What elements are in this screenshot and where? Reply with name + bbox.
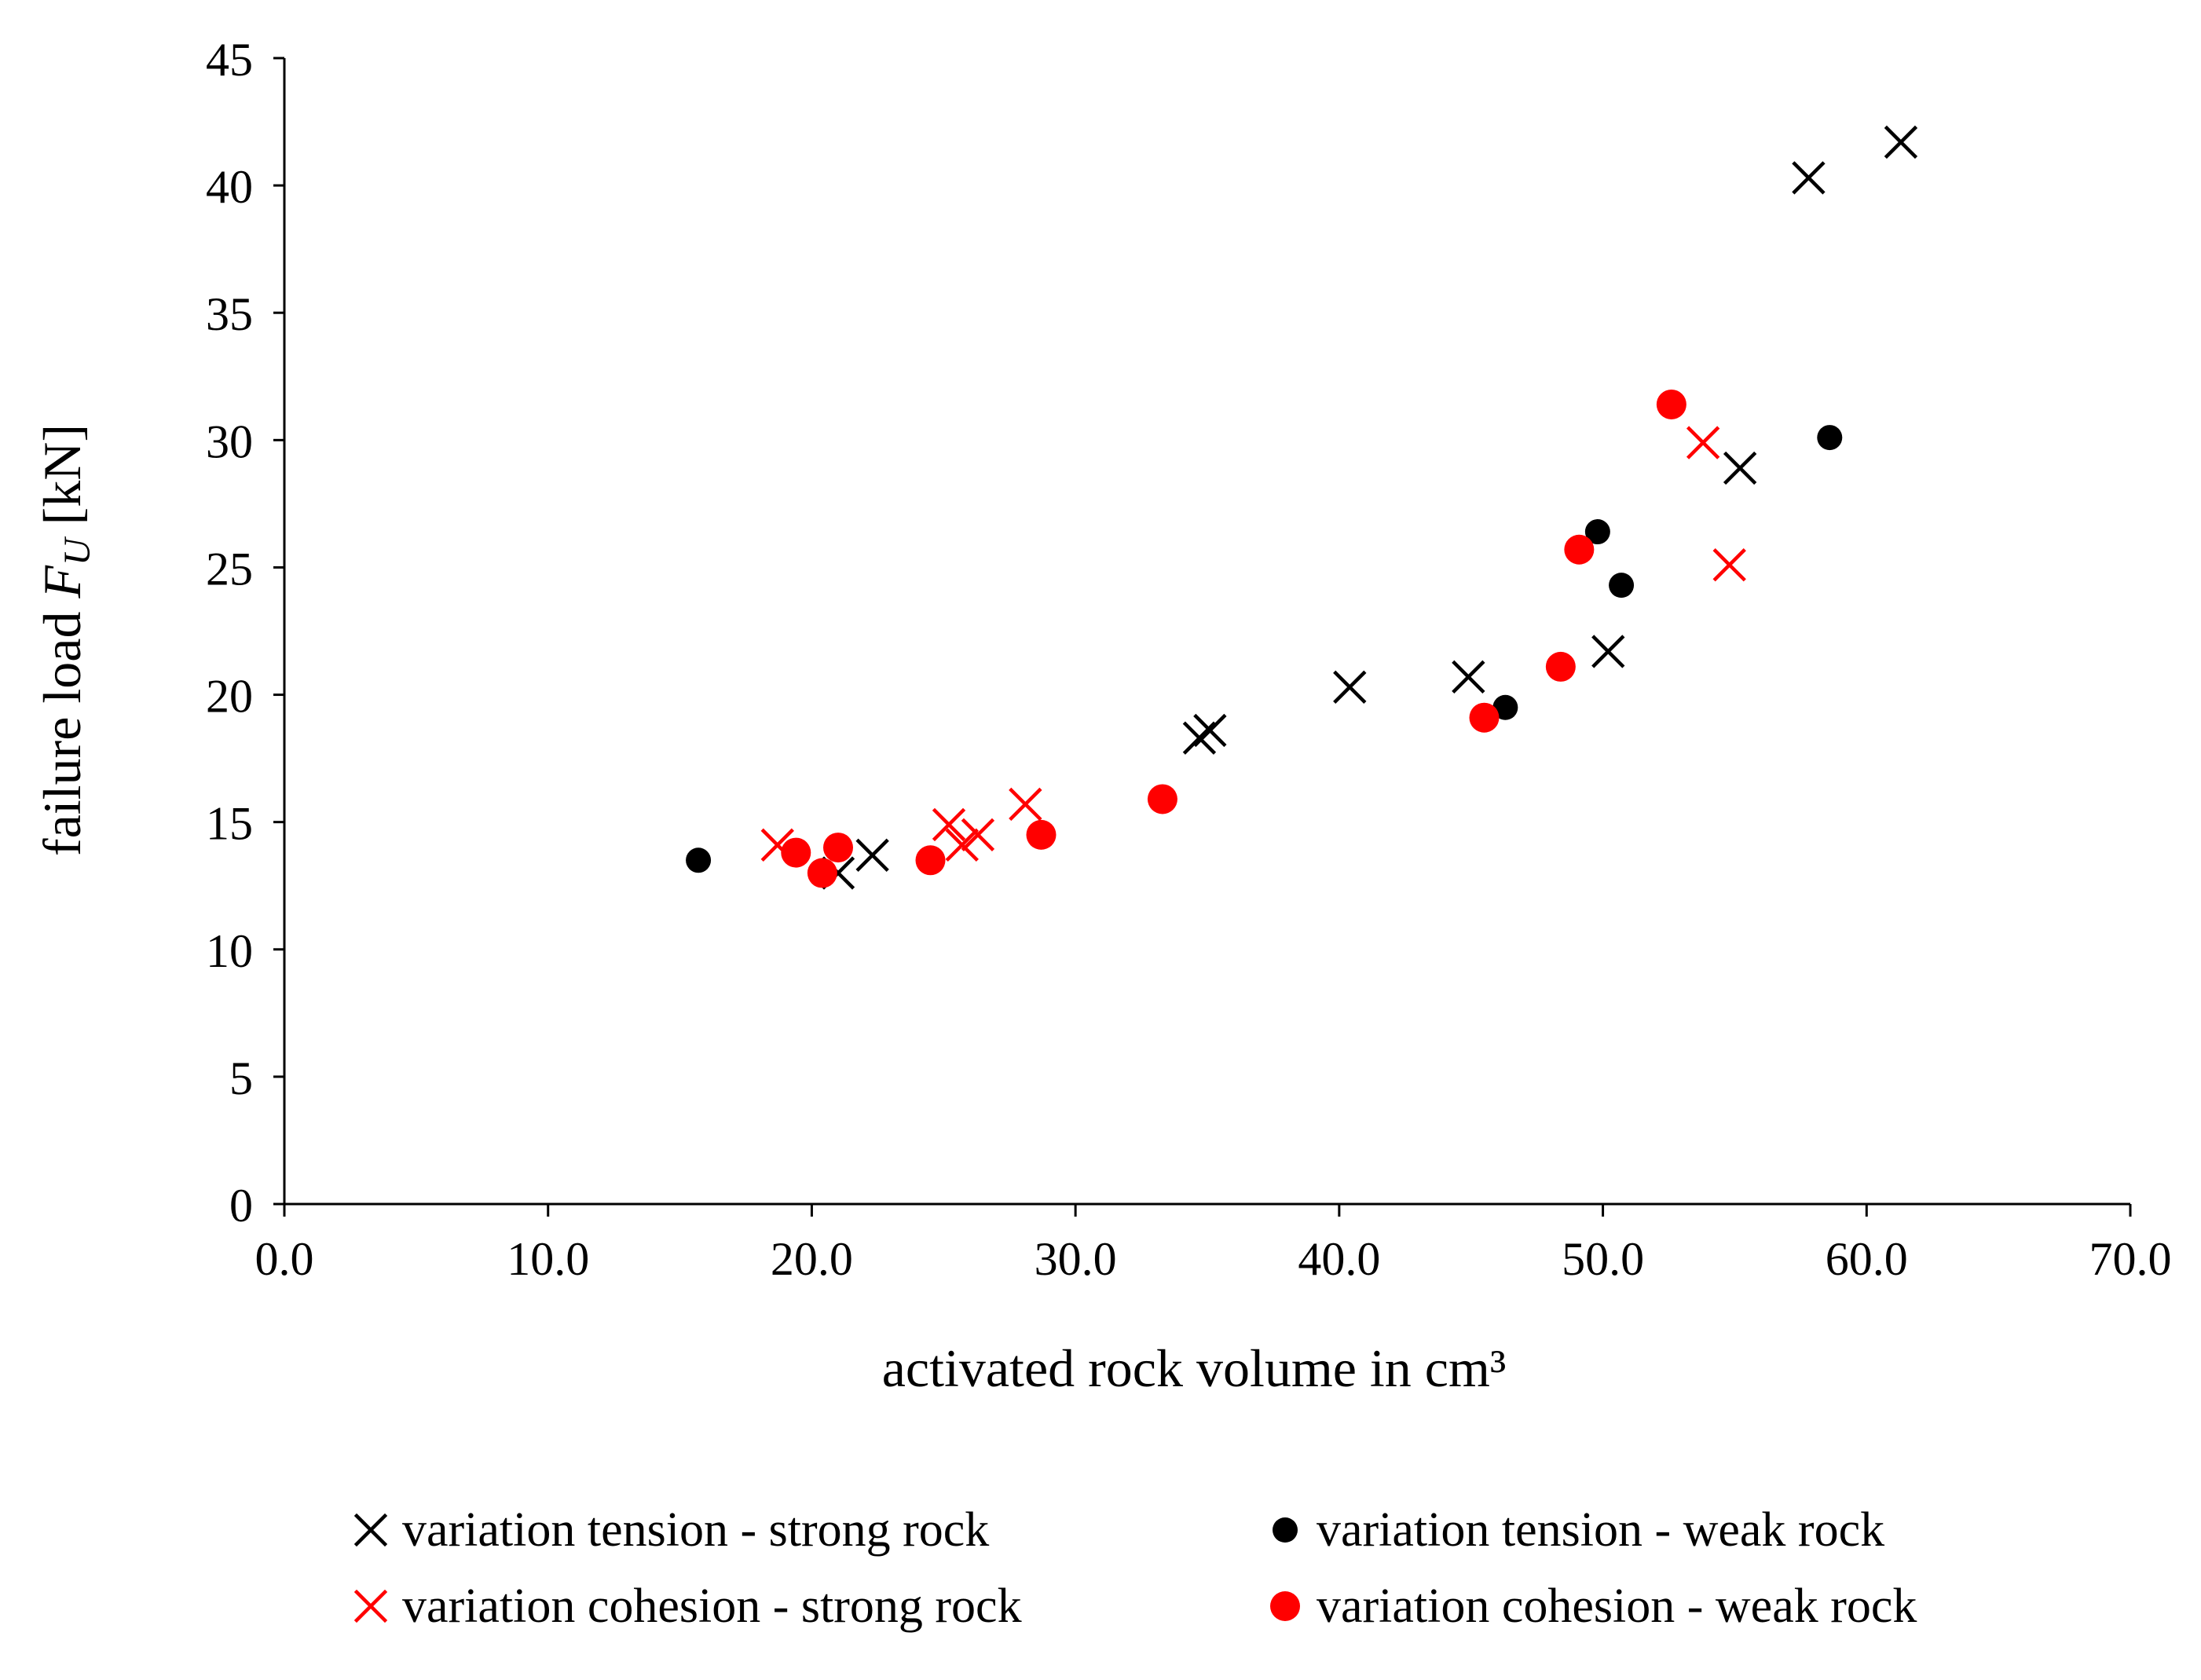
legend-item-tension-weak: variation tension - weak rock	[1273, 1503, 1884, 1557]
y-axis-title-subscript: U	[57, 536, 98, 565]
plot-area	[283, 58, 2130, 1206]
legend-marker-cohesion-weak	[1270, 1591, 1300, 1621]
y-axis-title-suffix: [kN]	[32, 424, 92, 538]
data-point-cohesion-strong	[945, 828, 979, 862]
y-axis: 0 5 10 15 20 25 30 35 40 45	[206, 34, 284, 1232]
y-tick-label: 45	[206, 34, 253, 86]
legend-marker-tension-weak	[1273, 1517, 1298, 1543]
y-tick-label: 20	[206, 671, 253, 723]
x-tick-label: 50.0	[1562, 1233, 1644, 1285]
y-axis-title-symbol: F	[32, 565, 92, 599]
data-point-tension-strong	[855, 838, 889, 872]
data-point-cohesion-weak	[1545, 651, 1576, 682]
legend-marker-cohesion-strong	[353, 1589, 388, 1623]
data-point-cohesion-weak	[1656, 389, 1686, 419]
data-point-tension-weak	[686, 847, 712, 873]
legend-label: variation tension - weak rock	[1317, 1503, 1884, 1557]
legend-item-cohesion-strong: variation cohesion - strong rock	[353, 1579, 1022, 1633]
legend-label: variation cohesion - strong rock	[402, 1579, 1022, 1633]
y-tick-label: 25	[206, 543, 253, 595]
legend-label: variation tension - strong rock	[402, 1503, 989, 1557]
data-point-tension-strong	[1333, 670, 1367, 705]
data-point-tension-weak	[1492, 694, 1518, 720]
y-tick-label: 5	[229, 1052, 253, 1104]
legend-item-tension-strong: variation tension - strong rock	[353, 1503, 989, 1557]
data-point-tension-strong	[1792, 161, 1826, 195]
data-point-cohesion-weak	[1564, 534, 1595, 565]
data-point-tension-strong	[1452, 660, 1485, 694]
data-point-cohesion-strong	[1712, 548, 1746, 582]
y-tick-label: 0	[229, 1180, 253, 1232]
x-tick-label: 0.0	[255, 1233, 314, 1285]
data-point-tension-weak	[1609, 573, 1635, 598]
data-point-cohesion-weak	[823, 833, 853, 863]
x-tick-label: 20.0	[771, 1233, 853, 1285]
data-point-cohesion-weak	[1147, 784, 1177, 814]
y-tick-label: 10	[206, 925, 253, 977]
data-point-tension-strong	[1723, 451, 1757, 485]
y-tick-label: 15	[206, 798, 253, 850]
legend-label: variation cohesion - weak rock	[1317, 1579, 1917, 1633]
data-point-cohesion-strong	[1009, 787, 1042, 822]
data-point-cohesion-weak	[1469, 702, 1500, 733]
y-tick-label: 30	[206, 415, 253, 467]
x-tick-label: 40.0	[1298, 1233, 1380, 1285]
data-point-tension-strong	[1884, 125, 1918, 159]
x-tick-label: 70.0	[2089, 1233, 2172, 1285]
y-axis-title: failure load FU [kN]	[32, 424, 98, 856]
x-axis: 0.0 10.0 20.0 30.0 40.0 50.0 60.0 70.0	[255, 1204, 2172, 1285]
data-point-tension-weak	[1584, 519, 1610, 545]
data-point-cohesion-weak	[781, 837, 811, 868]
x-tick-label: 60.0	[1826, 1233, 1908, 1285]
data-point-tension-weak	[1817, 425, 1843, 451]
data-point-cohesion-strong	[932, 807, 966, 842]
y-tick-label: 35	[206, 288, 253, 340]
legend: variation tension - strong rock variation…	[353, 1503, 1917, 1633]
x-tick-label: 30.0	[1035, 1233, 1117, 1285]
data-point-cohesion-strong	[961, 818, 995, 852]
data-point-cohesion-strong	[1686, 426, 1720, 459]
data-point-cohesion-weak	[807, 858, 837, 888]
x-axis-title: activated rock volume in cm³	[882, 1338, 1507, 1398]
x-tick-label: 10.0	[507, 1233, 589, 1285]
data-points	[686, 125, 1918, 890]
data-point-cohesion-weak	[1026, 819, 1057, 850]
y-axis-title-prefix: failure load	[32, 598, 92, 857]
data-point-tension-strong	[1591, 635, 1625, 668]
data-point-tension-strong	[1193, 713, 1227, 748]
legend-item-cohesion-weak: variation cohesion - weak rock	[1270, 1579, 1917, 1633]
legend-marker-tension-strong	[353, 1513, 388, 1547]
y-tick-label: 40	[206, 161, 253, 213]
data-point-cohesion-weak	[915, 845, 946, 876]
